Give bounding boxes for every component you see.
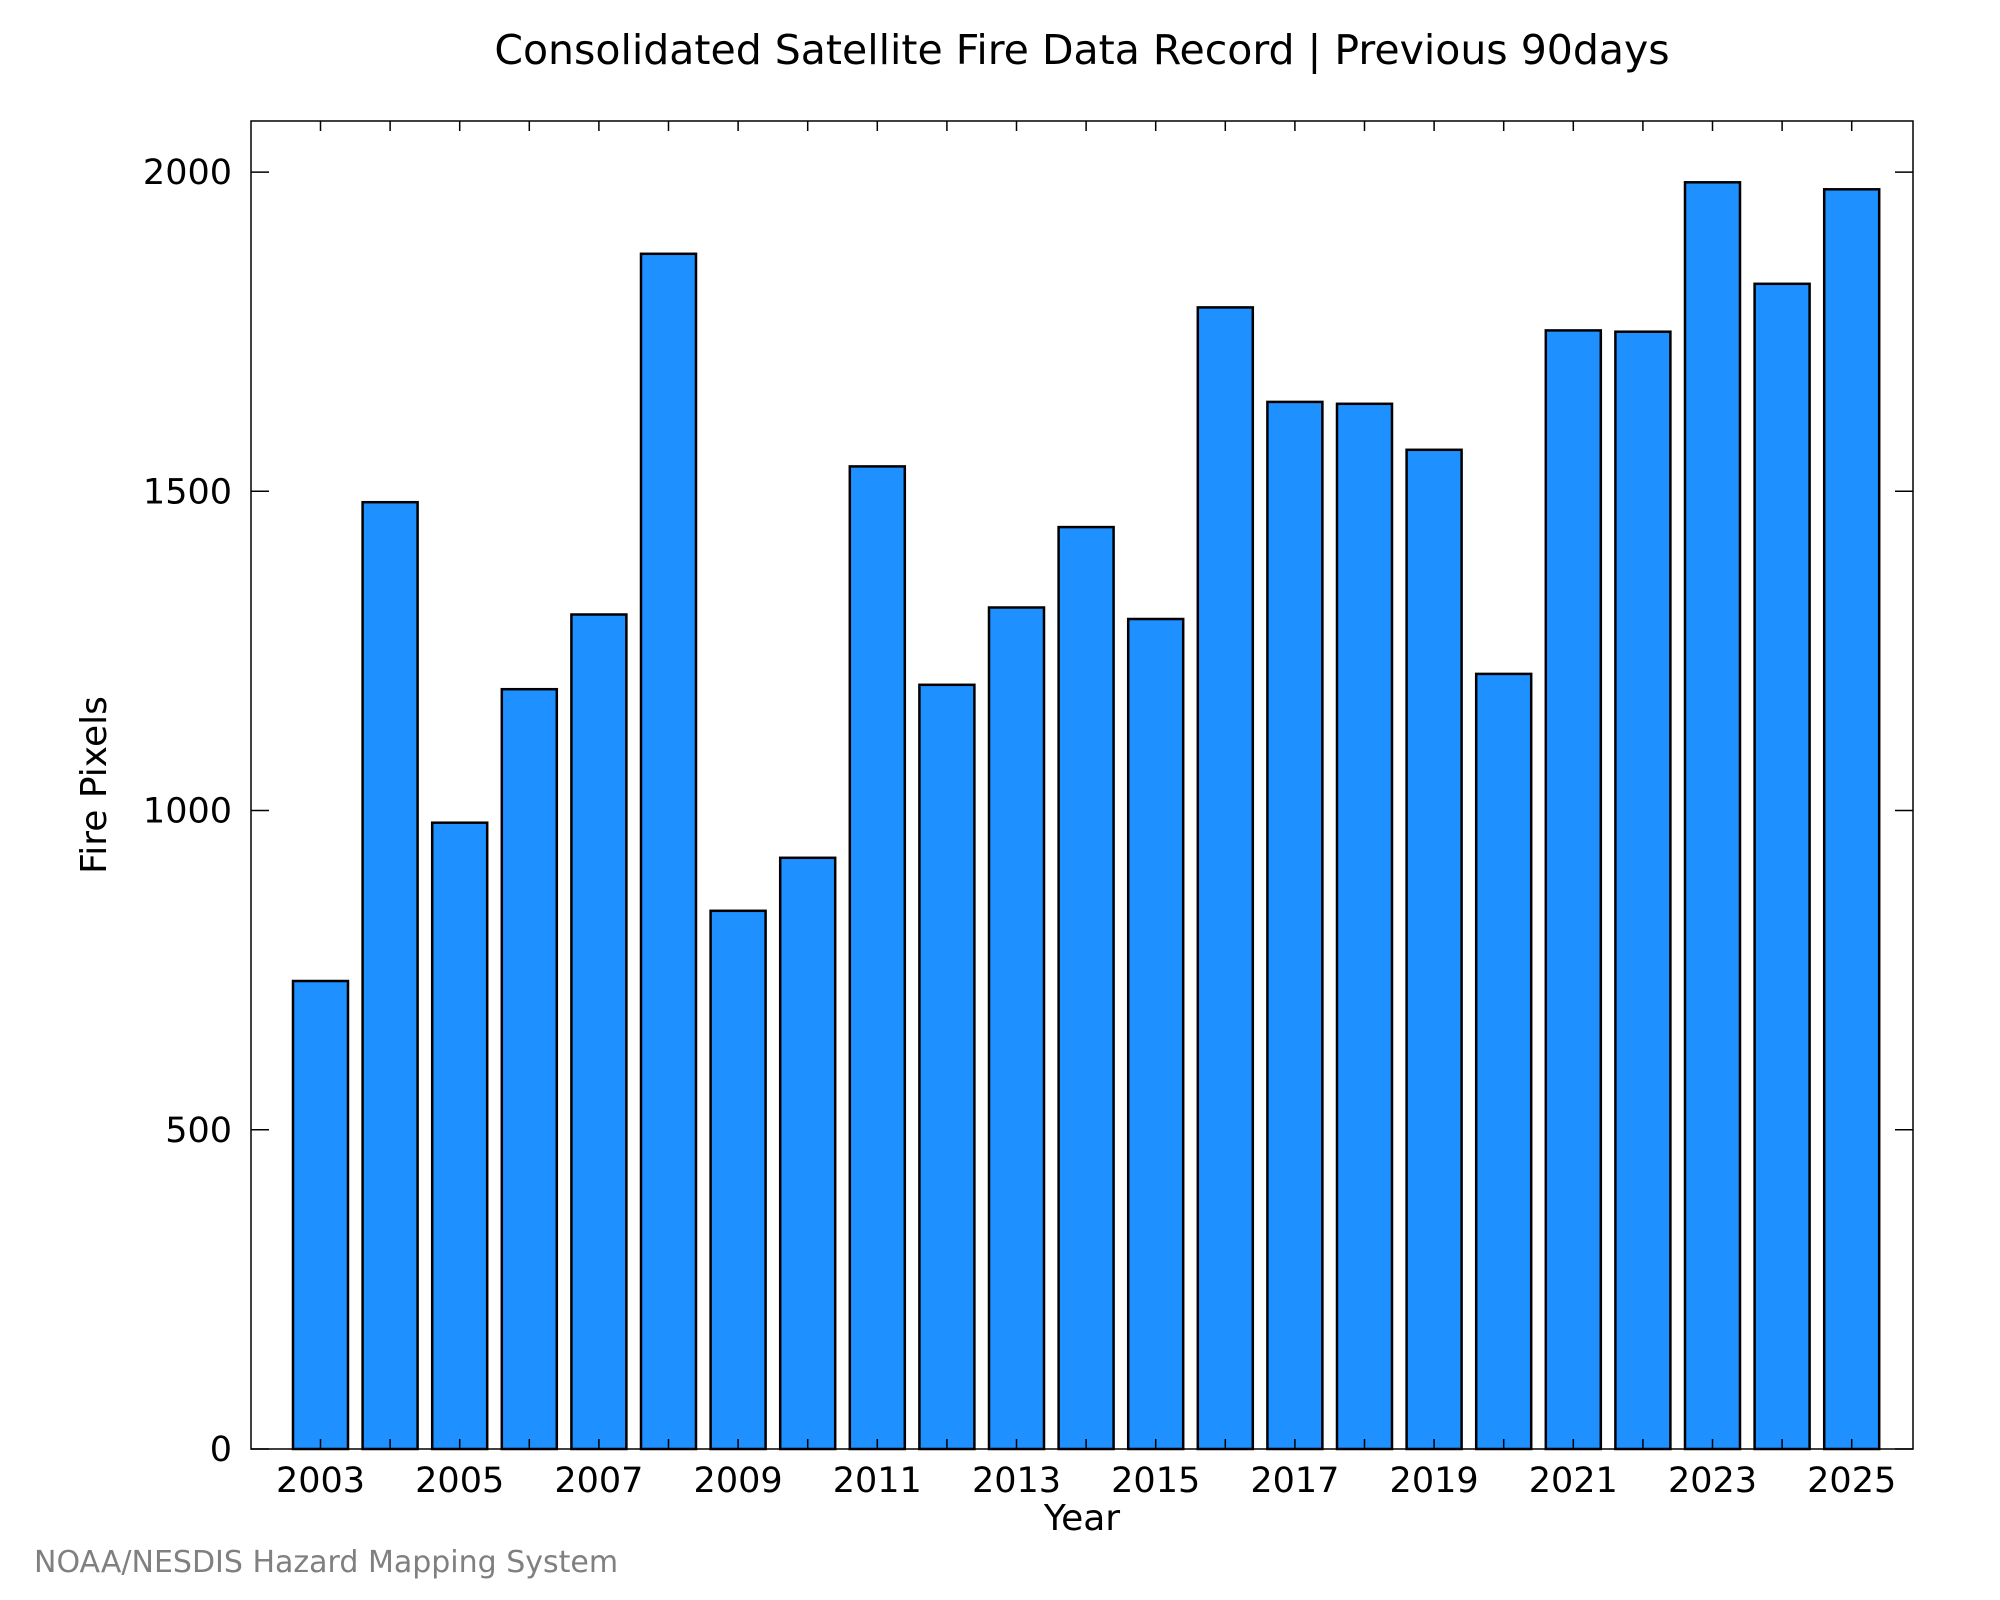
bar-2004	[361, 500, 419, 1451]
x-tick-label: 2025	[1807, 1461, 1896, 1501]
x-tick-label: 2019	[1390, 1461, 1479, 1501]
y-axis: 0 500 1000 1500 2000	[143, 153, 1913, 1470]
bar-2020	[1474, 672, 1533, 1451]
bar-2025	[1822, 188, 1881, 1451]
x-tick-label: 2013	[972, 1461, 1061, 1501]
bar-2022	[1614, 330, 1672, 1451]
y-axis-label: Fire Pixels	[74, 696, 115, 874]
bar-2014	[1057, 525, 1115, 1451]
bar-2019	[1405, 448, 1463, 1451]
bar-2017	[1266, 400, 1324, 1451]
x-tick-label: 2011	[833, 1461, 922, 1501]
y-tick-label: 1000	[143, 792, 232, 832]
x-tick-label: 2003	[276, 1461, 365, 1501]
credit-text: NOAA/NESDIS Hazard Mapping System	[34, 1545, 618, 1580]
bar-2005	[430, 821, 489, 1451]
x-tick-label: 2015	[1111, 1461, 1200, 1501]
y-tick-label: 2000	[143, 153, 232, 193]
bars-group	[291, 181, 1881, 1451]
bar-2009	[709, 909, 767, 1451]
y-tick-label: 500	[165, 1111, 232, 1151]
x-axis: 2003 2005 2007 2009 2011 2013 2015 2017 2019 2021…	[276, 121, 1896, 1501]
x-tick-label: 2017	[1250, 1461, 1339, 1501]
y-tick-label: 1500	[143, 472, 232, 512]
bar-2021	[1544, 329, 1603, 1451]
bar-2007	[570, 613, 628, 1451]
bar-2012	[918, 683, 976, 1451]
bar-2018	[1335, 402, 1394, 1451]
x-axis-label: Year	[1043, 1498, 1120, 1539]
x-tick-label: 2009	[694, 1461, 783, 1501]
bar-2011	[848, 465, 907, 1451]
x-tick-label: 2023	[1668, 1461, 1757, 1501]
bar-2016	[1196, 306, 1255, 1451]
bar-2008	[639, 252, 698, 1451]
bar-2024	[1753, 282, 1811, 1451]
y-tick-label: 0	[210, 1430, 232, 1470]
bar-2003	[291, 979, 350, 1451]
bar-2015	[1126, 617, 1185, 1451]
bar-2006	[500, 687, 559, 1451]
x-tick-label: 2005	[415, 1461, 504, 1501]
bar-2023	[1683, 181, 1742, 1451]
x-tick-label: 2007	[554, 1461, 643, 1501]
bar-2010	[778, 856, 837, 1451]
bar-2013	[987, 606, 1046, 1451]
chart-title: Consolidated Satellite Fire Data Record …	[494, 26, 1669, 74]
x-tick-label: 2021	[1529, 1461, 1618, 1501]
